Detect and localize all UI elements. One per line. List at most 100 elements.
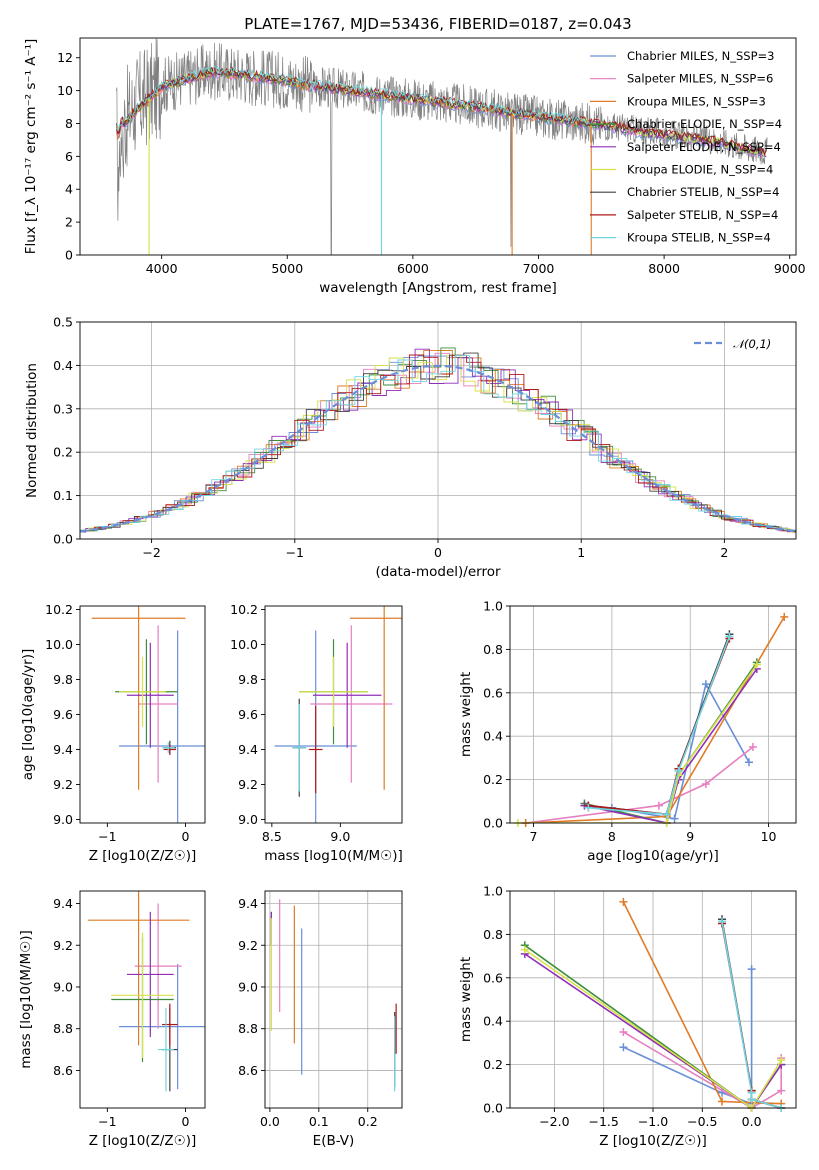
panel-6-ytick-label: 8.8 xyxy=(238,1021,258,1036)
weight-marker xyxy=(725,632,734,641)
panel-1-ytick-label: 0.5 xyxy=(53,315,73,330)
panel-0-xlabel: wavelength [Angstrom, rest frame] xyxy=(319,280,557,296)
weight-line xyxy=(588,636,731,816)
panel-4-ytick-label: 0.2 xyxy=(483,772,503,787)
panel-3-ytick-label: 9.2 xyxy=(238,777,258,792)
weight-panel-7: −2.0 −1.5 −1.0 −0.5 0.0 0.0 0.2 0.4 0.6 0.8 1.0 Z [… xyxy=(458,884,797,1149)
weight-marker xyxy=(747,1095,756,1104)
weight-marker xyxy=(662,810,671,819)
panel-1-xtick-label: 0 xyxy=(434,545,442,560)
panel-4-ytick-label: 0.6 xyxy=(483,685,503,700)
panel-7-frame xyxy=(509,890,797,1109)
panel-2-ytick-label: 10.2 xyxy=(45,602,73,617)
panel-1-xlabel: (data-model)/error xyxy=(375,564,501,580)
panel-2-ytick-label: 9.8 xyxy=(53,672,73,687)
panel-7-ytick-label: 0.6 xyxy=(483,970,503,985)
weight-marker xyxy=(584,803,593,812)
panel-1-ytick-label: 0.1 xyxy=(53,488,73,503)
panel-0-xtick-label: 5000 xyxy=(271,261,303,276)
panel-3-ytick-label: 10.2 xyxy=(230,602,258,617)
panel-4-xlabel: age [log10(age/yr)] xyxy=(587,848,719,864)
panel-2-ytick-label: 10.0 xyxy=(45,637,73,652)
errorbar-panel-6: 0.0 0.1 0.2 8.6 8.8 9.0 9.2 9.4 E(B-V) xyxy=(238,890,403,1149)
panel-1-xtick-label: −1 xyxy=(286,545,304,560)
weight-marker xyxy=(674,766,683,775)
weight-line xyxy=(517,664,758,823)
panel-1-xtick-label: 2 xyxy=(720,545,728,560)
panel-4-ytick-label: 0.4 xyxy=(483,729,503,744)
errorbar-panel-2: −1 0 9.0 9.2 9.4 9.6 9.8 10.0 10.2 Z [log10(Z/Z☉)… xyxy=(20,602,206,864)
panel-0-xtick-label: 9000 xyxy=(774,261,806,276)
panel-2-ytick-label: 9.0 xyxy=(53,812,73,827)
panel-3-xlabel: mass [log10(M/M☉)] xyxy=(264,848,403,864)
errorbar-panel-5: −1 0 8.6 8.8 9.0 9.2 9.4 Z [log10(Z/Z☉)] mass [l… xyxy=(18,890,206,1149)
weight-marker xyxy=(619,1028,628,1037)
residual-histogram xyxy=(80,354,796,533)
panel-6-frame xyxy=(264,890,403,1109)
weight-marker xyxy=(780,612,789,621)
legend-label: Salpeter ELODIE, N_SSP=4 xyxy=(627,140,781,154)
panel-4-ytick-label: 0.8 xyxy=(483,642,503,657)
legend-label: Kroupa STELIB, N_SSP=4 xyxy=(627,231,771,245)
legend-label: 𝒩(0,1) xyxy=(733,337,771,351)
weight-panel-4: 7 8 9 10 0.0 0.2 0.4 0.6 0.8 1.0 age [log10(age/yr… xyxy=(458,599,797,864)
panel-3-frame xyxy=(264,605,403,824)
panel-7-ylabel: mass weight xyxy=(458,957,474,1042)
panel-0-ytick-label: 4 xyxy=(65,182,73,197)
panel-0-xtick-label: 7000 xyxy=(523,261,555,276)
panel-5-xtick-label: 0 xyxy=(181,1114,189,1129)
legend: Chabrier MILES, N_SSP=3 Salpeter MILES, N… xyxy=(590,49,782,245)
weight-line xyxy=(623,969,753,1105)
legend-label: Salpeter STELIB, N_SSP=4 xyxy=(627,208,778,222)
panel-3-xtick-label: 8.5 xyxy=(262,829,282,844)
panel-3-xtick-label: 9.0 xyxy=(330,829,350,844)
panel-6-ytick-label: 8.6 xyxy=(238,1063,258,1078)
panel-4-xtick-label: 7 xyxy=(530,829,538,844)
panel-5-ytick-label: 8.8 xyxy=(53,1021,73,1036)
panel-7-xlabel: Z [log10(Z/Z☉)] xyxy=(599,1133,707,1149)
panel-5-ytick-label: 9.2 xyxy=(53,938,73,953)
weight-line xyxy=(622,1031,782,1108)
panel-1-frame xyxy=(79,321,797,540)
panel-3-ytick-label: 10.0 xyxy=(230,637,258,652)
panel-6-xlabel: E(B-V) xyxy=(313,1133,355,1149)
weight-marker xyxy=(670,814,679,823)
panel-7-xtick-label: −0.5 xyxy=(687,1114,717,1129)
panel-5-ylabel: mass [log10(M/M☉)] xyxy=(18,930,34,1069)
legend-label: Kroupa MILES, N_SSP=3 xyxy=(627,94,766,108)
panel-7-xtick-label: −1.0 xyxy=(638,1114,668,1129)
panel-5-xtick-label: −1 xyxy=(98,1114,116,1129)
panel-1-xtick-label: −2 xyxy=(142,545,160,560)
weight-marker xyxy=(718,917,727,926)
panel-5-xlabel: Z [log10(Z/Z☉)] xyxy=(89,1133,197,1149)
panel-7-ytick-label: 1.0 xyxy=(483,884,503,899)
panel-2-ylabel: age [log10(age/yr)] xyxy=(20,649,36,781)
panel-6-xtick-label: 0.2 xyxy=(358,1114,378,1129)
panel-7-xtick-label: 0.0 xyxy=(742,1114,762,1129)
panel-6-ytick-label: 9.2 xyxy=(238,938,258,953)
legend-label: Kroupa ELODIE, N_SSP=4 xyxy=(627,163,773,177)
panel-7-ytick-label: 0.4 xyxy=(483,1014,503,1029)
panel-7-ytick-label: 0.8 xyxy=(483,927,503,942)
panel-5-ytick-label: 9.0 xyxy=(53,979,73,994)
weight-line xyxy=(588,633,731,816)
weight-marker xyxy=(748,743,757,752)
panel-5-ytick-label: 9.4 xyxy=(53,896,73,911)
weight-marker xyxy=(701,680,710,689)
panel-1-ytick-label: 0.3 xyxy=(53,401,73,416)
panel-6-xtick-label: 0.0 xyxy=(260,1114,280,1129)
weight-line xyxy=(611,681,750,820)
panel-0-ytick-label: 8 xyxy=(65,116,73,131)
histogram-panel: −2 −1 0 1 2 0.0 0.1 0.2 0.3 0.4 0.5 (data-model)/er… xyxy=(24,315,797,580)
panel-2-ytick-label: 9.6 xyxy=(53,707,73,722)
spectrum-panel: 4000 5000 6000 7000 8000 9000 0 2 4 6 8 10 12 wavelen… xyxy=(23,15,806,296)
panel-4-ylabel: mass weight xyxy=(458,672,474,757)
panel-0-xtick-label: 8000 xyxy=(648,261,680,276)
panel-0-frame xyxy=(79,37,797,256)
weight-marker xyxy=(520,945,529,954)
panel-4-xtick-label: 9 xyxy=(686,829,694,844)
weight-line xyxy=(525,616,785,823)
panel-7-ytick-label: 0.2 xyxy=(483,1057,503,1072)
panel-3-ytick-label: 9.0 xyxy=(238,812,258,827)
